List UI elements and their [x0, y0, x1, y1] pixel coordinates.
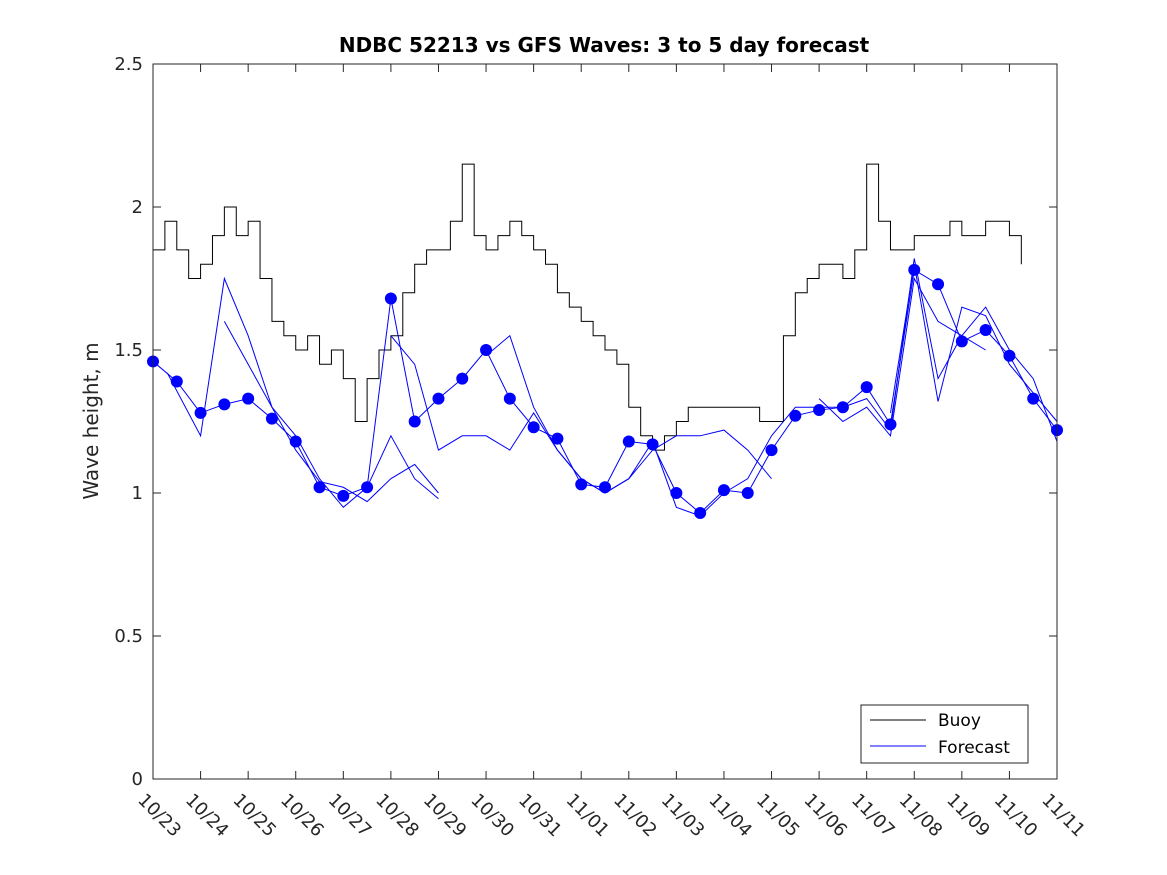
forecast-run-line-7: [889, 264, 1058, 422]
forecast-run-line-3: [223, 321, 439, 509]
forecast-point: [622, 435, 635, 448]
forecast-point: [694, 507, 707, 520]
legend: Buoy Forecast: [860, 704, 1029, 764]
forecast-point: [670, 487, 683, 499]
forecast-point: [480, 344, 493, 356]
forecast-point: [384, 292, 397, 305]
forecast-point: [884, 418, 897, 431]
forecast-point: [741, 487, 754, 499]
forecast-point: [717, 484, 730, 497]
forecast-point: [908, 263, 921, 276]
forecast-point: [813, 404, 826, 417]
legend-box: [860, 704, 1029, 764]
forecast-point: [456, 372, 469, 385]
forecast-point: [955, 335, 968, 348]
forecast-point: [361, 481, 374, 494]
forecast-point: [170, 375, 183, 388]
forecast-point: [503, 392, 516, 405]
forecast-point: [289, 435, 302, 448]
forecast-point: [551, 432, 564, 445]
forecast-point: [242, 392, 255, 405]
y-tick-label: 0: [132, 769, 143, 790]
forecast-point: [765, 444, 778, 457]
forecast-point: [836, 401, 849, 414]
forecast-point: [789, 409, 802, 422]
forecast-point: [932, 278, 945, 291]
forecast-point: [218, 398, 231, 411]
forecast-point: [194, 406, 207, 419]
forecast-point: [1003, 349, 1016, 362]
y-tick-label: 1.5: [114, 340, 143, 361]
forecast-point: [527, 421, 540, 434]
forecast-point: [646, 438, 659, 451]
forecast-point: [1027, 392, 1040, 405]
y-tick-label: 2: [132, 197, 143, 218]
forecast-run-line-6: [818, 276, 1058, 442]
forecast-point: [408, 415, 421, 428]
forecast-run-line-2: [166, 276, 439, 503]
forecast-point: [575, 478, 588, 491]
forecast-point: [979, 323, 992, 336]
y-tick-label: 1: [132, 483, 143, 504]
forecast-point: [432, 392, 445, 405]
chart-title: NDBC 52213 vs GFS Waves: 3 to 5 day fore…: [339, 33, 870, 57]
forecast-point: [599, 481, 611, 494]
axes-box: [152, 63, 1058, 780]
forecast-point: [265, 412, 278, 425]
y-tick-label: 0.5: [114, 626, 143, 647]
y-tick-label: 2.5: [114, 54, 143, 75]
axes: [152, 63, 1058, 780]
buoy-line: [153, 163, 1022, 451]
y-axis-label: Wave height, m: [79, 342, 103, 499]
legend-buoy-label: Buoy: [938, 711, 981, 731]
forecast-point: [860, 381, 873, 394]
forecast-point: [337, 489, 350, 502]
forecast-point: [313, 481, 326, 494]
legend-forecast-label: Forecast: [938, 738, 1010, 758]
